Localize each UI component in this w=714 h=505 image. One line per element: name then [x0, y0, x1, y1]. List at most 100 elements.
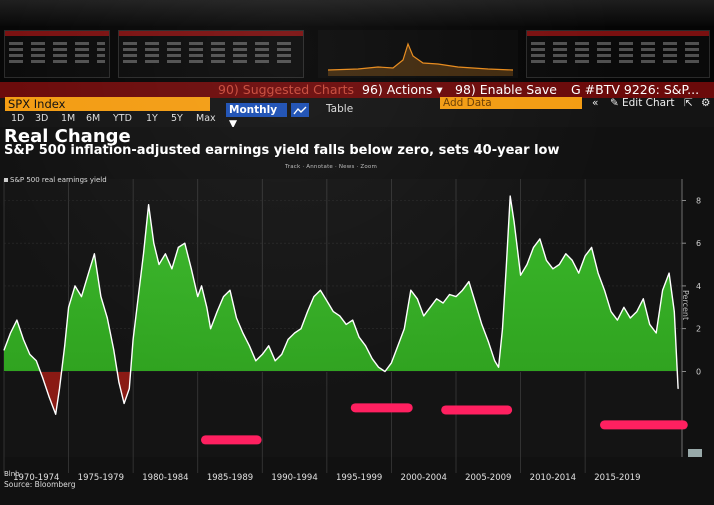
data-point	[673, 311, 675, 313]
data-point	[74, 285, 76, 287]
legend-label: S&P 500 real earnings yield	[10, 176, 107, 184]
x-tick-label: 2015-2019	[594, 473, 640, 483]
data-point	[216, 311, 218, 313]
data-point	[352, 319, 354, 321]
period-ytd[interactable]: YTD	[113, 113, 132, 124]
data-point	[345, 323, 347, 325]
chart-tools[interactable]: Track · Annotate · News · Zoom	[285, 164, 378, 170]
y-tick-label: 8	[696, 196, 701, 205]
data-point	[261, 353, 263, 355]
data-point	[300, 328, 302, 330]
area-positive	[4, 196, 678, 372]
data-point	[106, 317, 108, 319]
data-point	[319, 289, 321, 291]
data-point	[287, 338, 289, 340]
x-tick-label: 2000-2004	[401, 473, 447, 483]
data-point	[358, 336, 360, 338]
table-button[interactable]: Table	[326, 103, 354, 115]
data-point	[171, 268, 173, 270]
data-point	[616, 319, 618, 321]
period-max[interactable]: Max	[196, 113, 216, 124]
period-1y[interactable]: 1Y	[146, 113, 158, 124]
data-point	[558, 264, 560, 265]
quote-panel	[526, 30, 710, 78]
period-1d[interactable]: 1D	[11, 113, 25, 124]
gear-icon[interactable]: ⚙	[701, 97, 711, 109]
data-point	[487, 341, 489, 342]
data-point	[384, 371, 386, 372]
data-point	[468, 281, 470, 283]
data-point	[498, 366, 500, 368]
data-point	[623, 306, 625, 308]
series-line	[3, 195, 679, 415]
data-point	[636, 311, 638, 313]
data-point	[197, 296, 199, 298]
area-layer	[3, 195, 682, 415]
quote-panel	[4, 30, 110, 78]
data-point	[123, 403, 125, 404]
actions-menu[interactable]: 96) Actions ▾	[362, 82, 443, 97]
btv-link[interactable]: G #BTV 9226: S&P...	[571, 82, 700, 97]
popout-icon[interactable]: ⇱	[684, 97, 693, 109]
data-point	[223, 296, 224, 298]
data-point	[494, 360, 496, 362]
period-3d[interactable]: 3D	[35, 113, 49, 124]
data-point	[132, 338, 134, 340]
data-point	[526, 264, 528, 265]
data-point	[578, 272, 580, 274]
data-point	[158, 264, 160, 265]
y-tick-label: 6	[696, 239, 701, 248]
frequency-select[interactable]: Monthly ▼	[226, 103, 287, 130]
data-point	[236, 317, 237, 319]
x-tick-label: 1970-1974	[13, 473, 59, 483]
chart-type-icon[interactable]	[291, 103, 309, 117]
edit-pencil-icon[interactable]: ✎	[610, 97, 619, 109]
data-point	[403, 328, 405, 330]
add-data-input[interactable]: Add Data	[440, 97, 582, 109]
data-point	[565, 253, 567, 255]
data-point	[610, 311, 612, 313]
data-point	[597, 272, 599, 274]
data-point	[59, 388, 60, 390]
data-point	[128, 388, 130, 390]
security-input[interactable]: SPX Index	[5, 97, 210, 111]
data-point	[326, 300, 328, 302]
data-point	[93, 253, 95, 255]
earnings-yield-chart: 1970-1974 1975-1979 1980-1984 1985-1989 1990…	[3, 179, 701, 483]
data-point	[274, 360, 276, 362]
data-point	[29, 353, 31, 355]
data-point	[48, 396, 50, 398]
chart-legend: S&P 500 real earnings yield	[4, 176, 107, 184]
data-point	[552, 268, 554, 270]
data-point	[545, 259, 547, 261]
data-point	[153, 242, 155, 244]
data-point	[449, 294, 450, 295]
edit-chart-button[interactable]: Edit Chart	[622, 97, 675, 109]
data-point	[177, 246, 179, 248]
data-point	[332, 311, 334, 313]
period-5y[interactable]: 5Y	[171, 113, 183, 124]
data-point	[255, 360, 257, 362]
data-point	[520, 274, 522, 276]
period-1m[interactable]: 1M	[61, 113, 76, 124]
data-point	[571, 259, 573, 261]
data-point	[201, 285, 203, 287]
data-point	[423, 315, 425, 317]
market-data-strip	[0, 26, 714, 82]
data-point	[509, 195, 511, 197]
suggested-charts-menu[interactable]: 90) Suggested Charts	[218, 82, 355, 97]
collapse-arrows-icon[interactable]: «	[592, 97, 599, 109]
period-6m[interactable]: 6M	[86, 113, 101, 124]
data-point	[539, 238, 541, 240]
enable-save-button[interactable]: 98) Enable Save	[455, 82, 557, 97]
axis-corner-badge	[688, 449, 702, 457]
annotation-markers	[200, 403, 688, 445]
data-point	[87, 274, 89, 276]
data-point	[371, 358, 373, 360]
data-point	[143, 253, 144, 255]
data-point	[436, 298, 438, 300]
data-point	[313, 296, 315, 298]
data-point	[455, 296, 457, 298]
data-point	[210, 328, 212, 330]
